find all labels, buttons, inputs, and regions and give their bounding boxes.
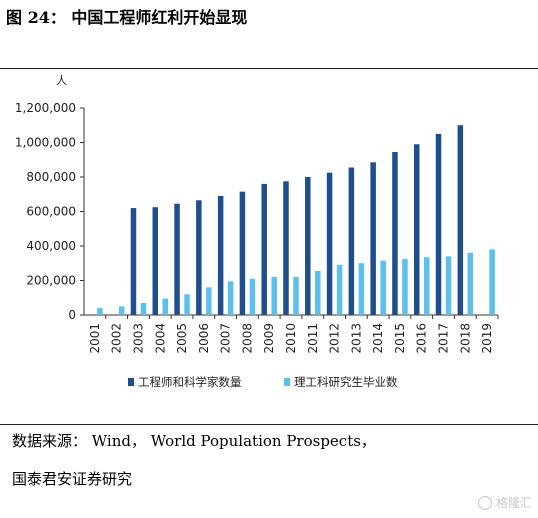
bar-graduates (445, 256, 452, 315)
bar-graduates (315, 271, 321, 315)
legend-graduates-swatch (284, 378, 290, 386)
bar-engineers (305, 177, 311, 315)
bar-engineers (261, 183, 267, 315)
bar-engineers (239, 191, 246, 315)
figure-title: 图 24： 中国工程师红利开始显现 (6, 8, 248, 27)
bar-engineers (217, 195, 224, 315)
y-axis-unit-label: 人 (56, 74, 67, 87)
x-tick-label: 2017 (437, 323, 451, 354)
bar-graduates (402, 258, 408, 315)
top-rule (0, 68, 538, 69)
bar-graduates (489, 249, 495, 315)
x-tick-label: 2012 (328, 323, 342, 354)
x-tick-label: 2009 (262, 323, 276, 354)
bar-engineers (435, 133, 442, 315)
x-tick-label: 2013 (349, 323, 363, 354)
y-tick-label: 0 (68, 308, 76, 322)
y-tick-label: 200,000 (26, 274, 76, 288)
x-tick-label: 2003 (131, 323, 145, 354)
bar-graduates (380, 260, 386, 315)
watermark-logo-icon (477, 496, 492, 510)
watermark-text: 格隆汇 (495, 496, 532, 510)
legend-engineers-label: 工程师和科学家数量 (138, 375, 242, 389)
bar-engineers (152, 207, 159, 315)
bar-engineers (457, 125, 464, 315)
bar-graduates (293, 277, 299, 315)
legend-engineers-swatch (128, 378, 134, 386)
x-tick-label: 2014 (371, 323, 385, 354)
bar-engineers (370, 162, 376, 315)
watermark: 格隆汇 (477, 492, 532, 514)
bar-engineers (196, 200, 202, 315)
y-tick-label: 600,000 (26, 205, 76, 219)
bar-graduates (184, 294, 190, 315)
x-tick-label: 2016 (415, 323, 429, 354)
bar-graduates (97, 308, 103, 315)
x-tick-label: 2002 (110, 323, 124, 354)
y-tick-label: 400,000 (26, 239, 76, 253)
bar-graduates (358, 263, 365, 315)
x-tick-label: 2011 (306, 323, 320, 354)
x-tick-label: 2008 (240, 323, 254, 354)
bar-graduates (162, 298, 169, 315)
bar-graduates (227, 281, 234, 315)
bar-graduates (249, 278, 256, 315)
x-tick-label: 2010 (284, 323, 298, 354)
bar-graduates (271, 277, 277, 315)
bar-graduates (118, 306, 125, 315)
bar-graduates (140, 302, 147, 315)
y-tick-label: 1,000,000 (15, 136, 76, 150)
y-tick-label: 1,200,000 (15, 101, 76, 115)
bar-engineers (392, 151, 398, 315)
source-text: 数据来源： Wind， World Population Prospects， (12, 432, 376, 450)
legend-graduates-label: 理工科研究生毕业数 (294, 375, 398, 389)
x-tick-label: 2001 (88, 323, 102, 354)
x-tick-label: 2015 (393, 323, 407, 354)
x-tick-label: 2007 (219, 323, 233, 354)
bar-graduates (206, 287, 212, 315)
x-tick-label: 2006 (197, 323, 211, 354)
bar-engineers (413, 144, 420, 315)
bottom-rule (0, 424, 538, 425)
bar-engineers (326, 172, 333, 315)
bar-graduates (336, 264, 343, 315)
bar-engineers (348, 167, 355, 315)
bar-engineers (174, 203, 180, 315)
source-institution: 国泰君安证券研究 (12, 470, 133, 488)
bar-engineers (130, 208, 137, 315)
bar-graduates (423, 257, 430, 315)
bar-chart: 人 0 200,000 400,000 600,000 800,000 1,000,000 1… (15, 74, 499, 389)
x-tick-label: 2005 (175, 323, 189, 354)
x-tick-label: 2018 (458, 323, 472, 354)
x-tick-label: 2004 (153, 323, 167, 354)
bar-graduates (467, 252, 474, 315)
bar-engineers (283, 181, 289, 315)
y-tick-label: 800,000 (26, 170, 76, 184)
x-tick-label: 2019 (480, 323, 494, 354)
